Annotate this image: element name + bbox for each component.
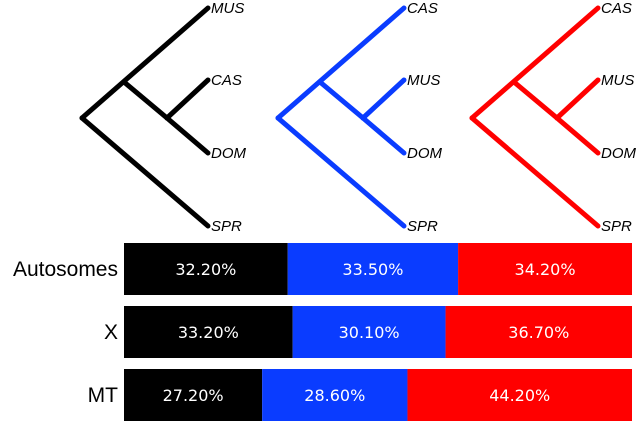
tree-branch: [275, 5, 407, 121]
tip-label-cas: CAS: [601, 0, 632, 17]
segment-value-label: 32.20%: [175, 260, 236, 279]
tree-branch: [554, 77, 601, 121]
segment-value-label: 33.50%: [342, 260, 403, 279]
row-label: X: [104, 321, 118, 344]
segment-value-label: 27.20%: [163, 386, 224, 405]
tree-1: MUS CAS DOM SPR: [79, 0, 247, 235]
tip-label-dom: DOM: [407, 145, 443, 162]
tip-label-mus: MUS: [601, 72, 634, 89]
bar-row-mt: MT 27.20% 28.60% 44.20%: [88, 369, 632, 421]
row-label: MT: [88, 384, 118, 407]
segment-value-label: 44.20%: [489, 386, 550, 405]
segment-value-label: 36.70%: [508, 323, 569, 342]
tree-3: CAS MUS DOM SPR: [469, 0, 637, 235]
tree-branch: [164, 77, 211, 121]
bar-segment: [262, 369, 408, 421]
tree-panel: MUS CAS DOM SPR CAS MUS DOM SPR CAS MUS DOM SPR: [79, 0, 637, 235]
segment-value-label: 28.60%: [304, 386, 365, 405]
tip-label-spr: SPR: [407, 218, 438, 235]
segment-value-label: 30.10%: [339, 323, 400, 342]
tip-label-mus: MUS: [211, 0, 244, 17]
tip-label-spr: SPR: [211, 218, 242, 235]
stacked-bar-chart: Autosomes 32.20% 33.50% 34.20% X 33.20% 30.10%…: [13, 243, 632, 421]
tip-label-cas: CAS: [211, 72, 242, 89]
bar-segment: [458, 243, 632, 295]
tree-branch: [317, 79, 366, 121]
tree-branch: [360, 115, 407, 156]
tip-label-dom: DOM: [211, 145, 247, 162]
tree-2: CAS MUS DOM SPR: [275, 0, 443, 235]
bar-segment: [292, 306, 446, 358]
row-label: Autosomes: [13, 258, 118, 281]
bar-segment: [287, 243, 459, 295]
tree-branch: [469, 115, 601, 229]
tree-branch: [164, 115, 211, 156]
tree-branch: [360, 77, 407, 121]
bar-segment: [124, 243, 288, 295]
bar-segment: [407, 369, 632, 421]
tree-branch: [121, 79, 170, 121]
bar-segment: [124, 306, 293, 358]
tree-branch: [554, 115, 601, 156]
bar-row-autosomes: Autosomes 32.20% 33.50% 34.20%: [13, 243, 632, 295]
tree-branch: [469, 5, 601, 121]
tip-label-cas: CAS: [407, 0, 438, 17]
tree-branch: [275, 115, 407, 229]
tip-label-dom: DOM: [601, 145, 637, 162]
segment-value-label: 33.20%: [178, 323, 239, 342]
tree-branch: [79, 115, 211, 229]
tip-label-spr: SPR: [601, 218, 632, 235]
segment-value-label: 34.20%: [515, 260, 576, 279]
tip-label-mus: MUS: [407, 72, 440, 89]
tree-branch: [511, 79, 560, 121]
bar-segment: [124, 369, 263, 421]
bar-segment: [445, 306, 632, 358]
bar-row-x: X 33.20% 30.10% 36.70%: [104, 306, 632, 358]
tree-branch: [79, 5, 211, 121]
